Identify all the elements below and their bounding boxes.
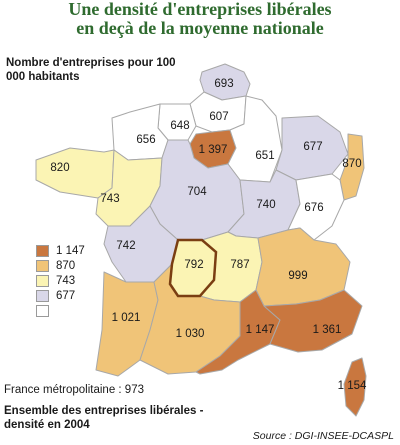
region-corse: [343, 357, 367, 417]
caption-line-2: densité en 2004: [4, 419, 90, 431]
region-label: 870: [342, 158, 361, 170]
legend-item: 677: [36, 288, 85, 303]
legend-swatch: [36, 289, 49, 302]
limousin-highlight-outline: [168, 238, 218, 298]
region-languedoc-roussillon: [195, 289, 281, 375]
region-label: 607: [209, 111, 228, 123]
title-line-2: en deçà de la moyenne nationale: [76, 18, 324, 38]
region-label: 787: [230, 259, 249, 271]
region-label: 1 397: [199, 144, 228, 156]
legend-label: 870: [56, 259, 76, 272]
region-alsace: [339, 133, 365, 201]
map-title: Une densité d'entreprises libérales en d…: [0, 0, 400, 38]
region-label: 656: [136, 134, 155, 146]
region-label: 743: [100, 193, 119, 205]
region-label: 999: [288, 270, 307, 282]
region-label: 651: [255, 150, 274, 162]
region-label: 742: [116, 240, 135, 252]
legend-swatch: [36, 274, 49, 287]
region-label: 792: [184, 259, 203, 271]
caption-line-1: Ensemble des entreprises libérales -: [4, 405, 204, 417]
legend-label: 677: [56, 289, 76, 302]
map-caption: Ensemble des entreprises libérales - den…: [4, 404, 224, 432]
region-label: 676: [304, 202, 323, 214]
legend: 1 147 870 743 677: [36, 243, 85, 318]
legend-item: 743: [36, 273, 85, 288]
legend-item: 870: [36, 258, 85, 273]
region-label: 1 154: [338, 380, 367, 392]
legend-item: 1 147: [36, 243, 85, 258]
legend-label: 1 147: [56, 244, 85, 257]
region-label: 704: [187, 186, 207, 198]
region-label: 1 021: [112, 312, 141, 324]
region-label: 740: [256, 199, 275, 211]
legend-swatch: [36, 244, 49, 257]
national-average: France métropolitaine : 973: [4, 384, 144, 396]
region-label: 677: [303, 141, 322, 153]
region-label: 1 361: [313, 324, 342, 336]
region-label: 693: [214, 78, 233, 90]
region-label: 1 030: [176, 328, 205, 340]
legend-heading: Nombre d'entreprises pour 100 000 habita…: [6, 57, 176, 83]
legend-swatch: [36, 259, 49, 272]
legend-swatch: [36, 304, 49, 317]
region-franche-comte: [287, 173, 345, 241]
legend-item: [36, 303, 85, 318]
region-basse-normandie: [111, 103, 169, 161]
region-label: 1 147: [246, 324, 275, 336]
region-label: 820: [50, 162, 69, 174]
region-label: 648: [170, 120, 189, 132]
source-note: Source : DGI-INSEE-DCASPL: [252, 430, 394, 442]
region-paca: [263, 289, 363, 353]
legend-label: 743: [56, 274, 76, 287]
region-bretagne: [35, 147, 115, 199]
title-line-1: Une densité d'entreprises libérales: [68, 0, 332, 19]
